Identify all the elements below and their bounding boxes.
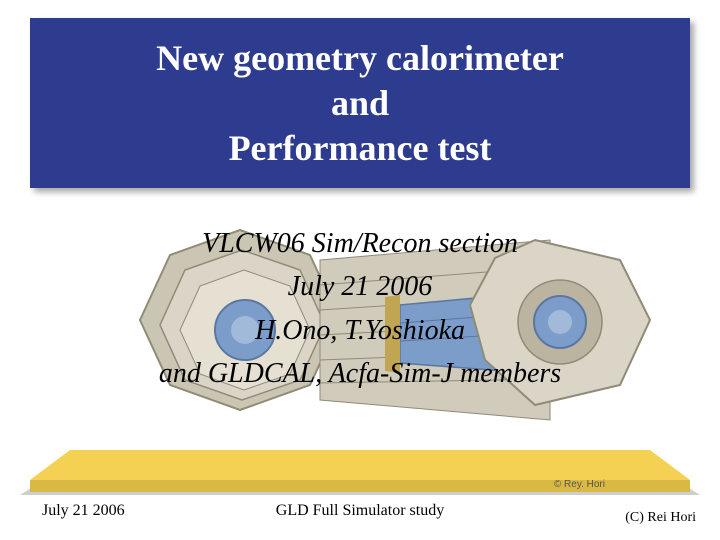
- slide-title: New geometry calorimeter and Performance…: [136, 36, 584, 171]
- slide-footer: July 21 2006 GLD Full Simulator study (C…: [0, 504, 720, 526]
- subtitle-line-1: VLCW06 Sim/Recon section: [0, 222, 720, 265]
- footer-copyright: (C) Rei Hori: [625, 510, 696, 526]
- title-banner: New geometry calorimeter and Performance…: [30, 18, 690, 188]
- subtitle-block: VLCW06 Sim/Recon section July 21 2006 H.…: [0, 222, 720, 396]
- title-line-3: Performance test: [229, 128, 492, 168]
- subtitle-line-3: H.Ono, T.Yoshioka: [0, 309, 720, 352]
- footer-title: GLD Full Simulator study: [0, 502, 720, 520]
- subtitle-line-2: July 21 2006: [0, 265, 720, 308]
- title-line-2: and: [331, 83, 389, 123]
- title-line-1: New geometry calorimeter: [156, 38, 564, 78]
- image-credit: © Rey. Hori: [554, 479, 605, 490]
- subtitle-line-4: and GLDCAL, Acfa-Sim-J members: [0, 352, 720, 395]
